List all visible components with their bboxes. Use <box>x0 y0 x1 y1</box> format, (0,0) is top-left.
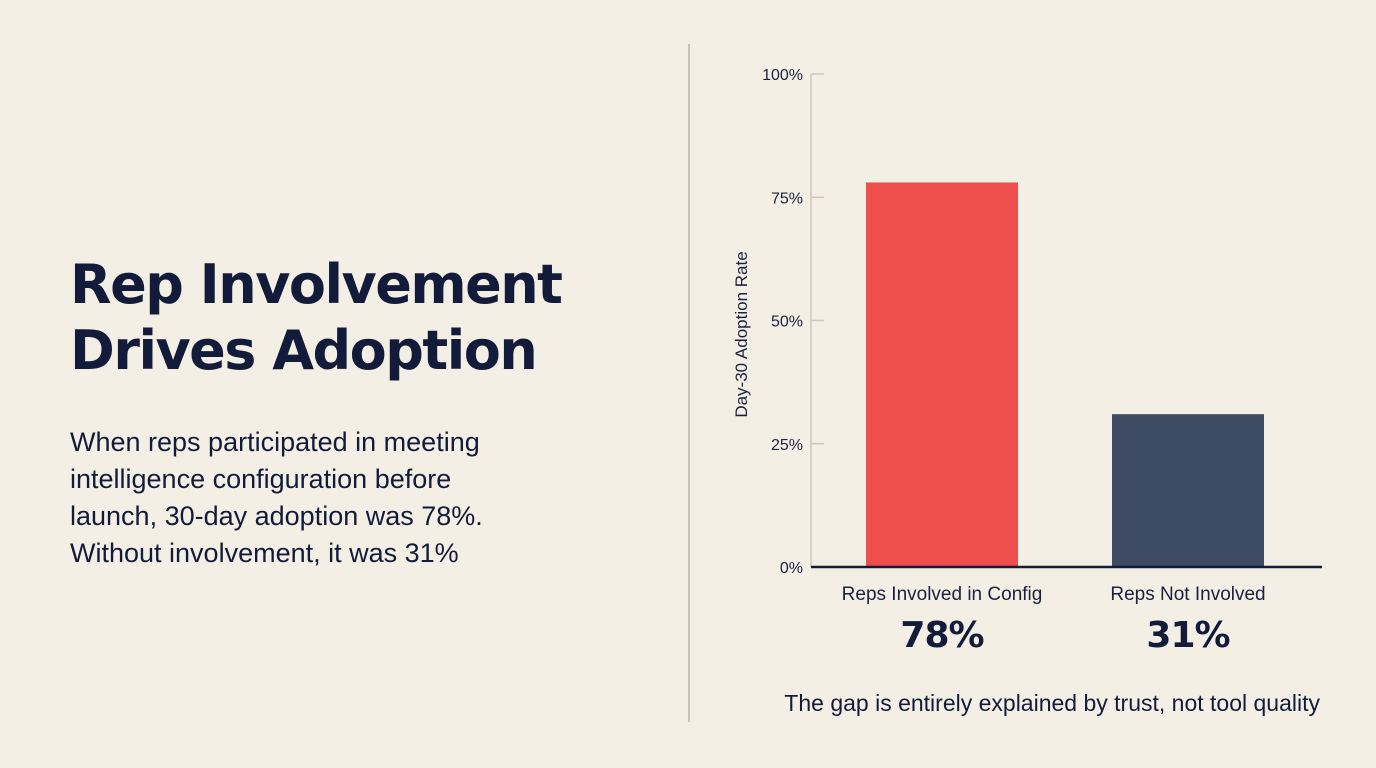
bar <box>1112 414 1264 567</box>
body-line: intelligence configuration before <box>70 464 452 494</box>
bar <box>866 182 1018 567</box>
y-tick-label: 0% <box>780 560 803 577</box>
headline-line: Rep Involvement <box>70 253 563 316</box>
value-label: 78% <box>900 615 983 656</box>
text-panel: Rep Involvement Drives Adoption When rep… <box>70 252 650 572</box>
y-tick-label: 100% <box>762 67 803 84</box>
y-tick-label: 50% <box>771 314 803 331</box>
category-label: Reps Not Involved <box>1110 584 1265 605</box>
chart-caption: The gap is entirely explained by trust, … <box>784 690 1320 716</box>
value-label: 31% <box>1146 615 1229 656</box>
body-line: When reps participated in meeting <box>70 427 480 457</box>
body-line: launch, 30-day adoption was 78%. <box>70 501 483 531</box>
category-label: Reps Involved in Config <box>842 584 1043 605</box>
headline: Rep Involvement Drives Adoption <box>70 252 650 384</box>
y-axis-title: Day-30 Adoption Rate <box>732 251 751 417</box>
vertical-divider <box>688 44 690 722</box>
y-tick-label: 75% <box>771 190 803 207</box>
body-line: Without involvement, it was 31% <box>70 538 459 568</box>
body-text: When reps participated in meeting intell… <box>70 424 650 572</box>
y-tick-label: 25% <box>771 437 803 454</box>
headline-line: Drives Adoption <box>70 319 538 382</box>
